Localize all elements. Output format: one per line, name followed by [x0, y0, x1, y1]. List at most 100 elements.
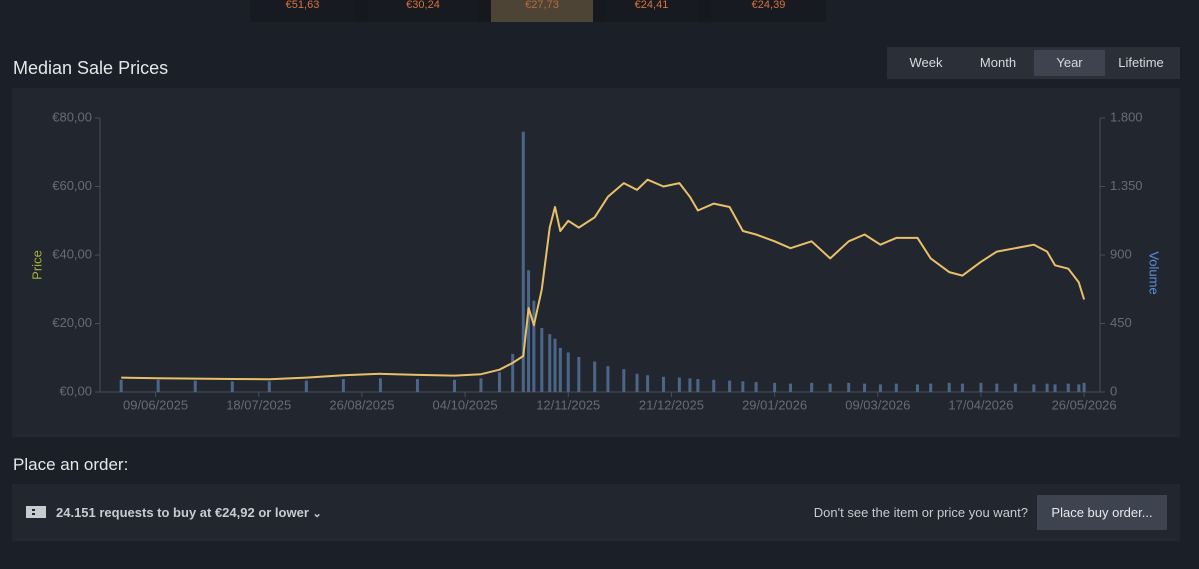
volume-bar	[521, 131, 525, 392]
volume-bar	[622, 369, 626, 392]
volume-bar	[863, 383, 867, 392]
volume-bar	[230, 381, 234, 392]
order-summary[interactable]: 24.151 requests to buy at €24,92 or lowe…	[56, 505, 322, 520]
volume-bar	[540, 328, 544, 392]
y2-tick-label: 450	[1110, 315, 1132, 330]
ticket-icon	[26, 506, 46, 518]
volume-bar	[577, 356, 581, 392]
volume-bar	[156, 379, 160, 392]
volume-bar	[119, 379, 123, 392]
volume-bar	[915, 384, 919, 392]
volume-bar	[566, 352, 570, 392]
volume-bar	[1053, 384, 1057, 392]
range-button[interactable]: Month	[979, 55, 1017, 70]
volume-bar	[728, 380, 732, 392]
volume-bar	[304, 380, 308, 392]
volume-bar	[558, 347, 562, 392]
volume-bar	[741, 381, 745, 392]
volume-bar	[497, 372, 501, 392]
volume-bar	[1032, 384, 1036, 392]
range-selector: Week Month Year Lifetime	[887, 47, 1180, 79]
volume-bar	[1013, 383, 1017, 392]
x-tick-label: 17/04/2026	[948, 397, 1013, 412]
volume-bar	[788, 383, 792, 392]
order-title: Place an order:	[13, 455, 129, 474]
volume-bar	[635, 373, 639, 392]
x-tick-label: 09/06/2025	[123, 397, 188, 412]
range-button[interactable]: Week	[909, 55, 943, 70]
x-tick-label: 04/10/2025	[433, 397, 498, 412]
volume-bar	[1077, 384, 1081, 392]
volume-bar	[527, 270, 531, 392]
volume-bar	[593, 361, 597, 392]
volume-bar	[1066, 383, 1070, 392]
volume-bar	[532, 300, 536, 392]
volume-bar	[378, 378, 382, 392]
x-tick-label: 18/07/2025	[226, 397, 291, 412]
x-tick-label: 29/01/2026	[742, 397, 807, 412]
volume-bar	[661, 376, 665, 392]
y-tick-label: €80,00	[52, 109, 92, 124]
volume-bar	[712, 379, 716, 392]
volume-bar	[415, 379, 419, 392]
price-tab[interactable]: €27,73	[491, 0, 593, 22]
price-tab[interactable]: €51,63	[250, 0, 355, 22]
volume-bar	[341, 379, 345, 392]
chart: Price Volume €0,00 €20,00 €40,00 €60,00 €80,…	[12, 88, 1180, 437]
volume-bar	[828, 383, 832, 392]
volume-bar	[553, 338, 557, 392]
price-tab[interactable]: €24,41	[605, 0, 698, 22]
volume-bar	[894, 383, 898, 392]
volume-bar	[947, 382, 951, 392]
x-tick-label: 21/12/2025	[639, 397, 704, 412]
volume-bar	[193, 380, 197, 392]
volume-bar	[1045, 383, 1049, 392]
x-tick-label: 26/05/2026	[1052, 397, 1117, 412]
volume-bar	[810, 382, 814, 392]
volume-bar	[960, 383, 964, 392]
price-tab[interactable]: €30,24	[368, 0, 478, 22]
volume-bar	[677, 377, 681, 392]
x-tick-label: 26/08/2025	[329, 397, 394, 412]
volume-bar	[929, 383, 933, 392]
volume-bar	[1082, 382, 1086, 392]
y-tick-label: €60,00	[52, 178, 92, 193]
price-tab[interactable]: €24,39	[711, 0, 826, 22]
order-prompt: Don't see the item or price you want?	[813, 505, 1028, 520]
chevron: ⌄	[312, 508, 322, 520]
volume-bar	[995, 383, 999, 392]
y-tick-label: €0,00	[59, 383, 92, 398]
volume-bar	[696, 379, 700, 392]
range-button[interactable]: Year	[1034, 50, 1105, 76]
price-line	[121, 178, 1086, 381]
volume-bar	[511, 353, 515, 392]
volume-bar	[479, 378, 483, 392]
section-title: Median Sale Prices	[13, 58, 169, 78]
volume-bar	[606, 366, 610, 392]
volume-bar	[646, 375, 650, 392]
volume-bar	[773, 382, 777, 392]
volume-bar	[452, 379, 456, 392]
buy-order-button[interactable]: Place buy order...	[1037, 495, 1167, 530]
x-tick-label: 09/03/2026	[845, 397, 910, 412]
price-tabs: €51,63 €30,24 €27,73 €24,41 €24,39	[250, 0, 826, 22]
volume-bar	[754, 382, 758, 392]
volume-bar	[688, 378, 692, 392]
volume-bar	[267, 381, 271, 392]
volume-bar	[878, 384, 882, 392]
y2-tick-label: 1.350	[1110, 178, 1143, 193]
volume-bar	[979, 382, 983, 392]
y2-tick-label: 1.800	[1110, 109, 1143, 124]
y-tick-label: €20,00	[52, 315, 92, 330]
order-box: 24.151 requests to buy at €24,92 or lowe…	[12, 484, 1180, 541]
volume-bar	[548, 334, 552, 392]
volume-bar	[847, 382, 851, 392]
y2-tick-label: 900	[1110, 246, 1132, 261]
y2-axis-title: Volume	[1147, 251, 1162, 294]
y-tick-label: €40,00	[52, 246, 92, 261]
y2-tick-label: 0	[1110, 383, 1117, 398]
range-button[interactable]: Lifetime	[1118, 55, 1164, 70]
x-tick-label: 12/11/2025	[536, 397, 600, 412]
summary-text: 24.151 requests to buy at €24,92 or lowe…	[56, 505, 309, 520]
